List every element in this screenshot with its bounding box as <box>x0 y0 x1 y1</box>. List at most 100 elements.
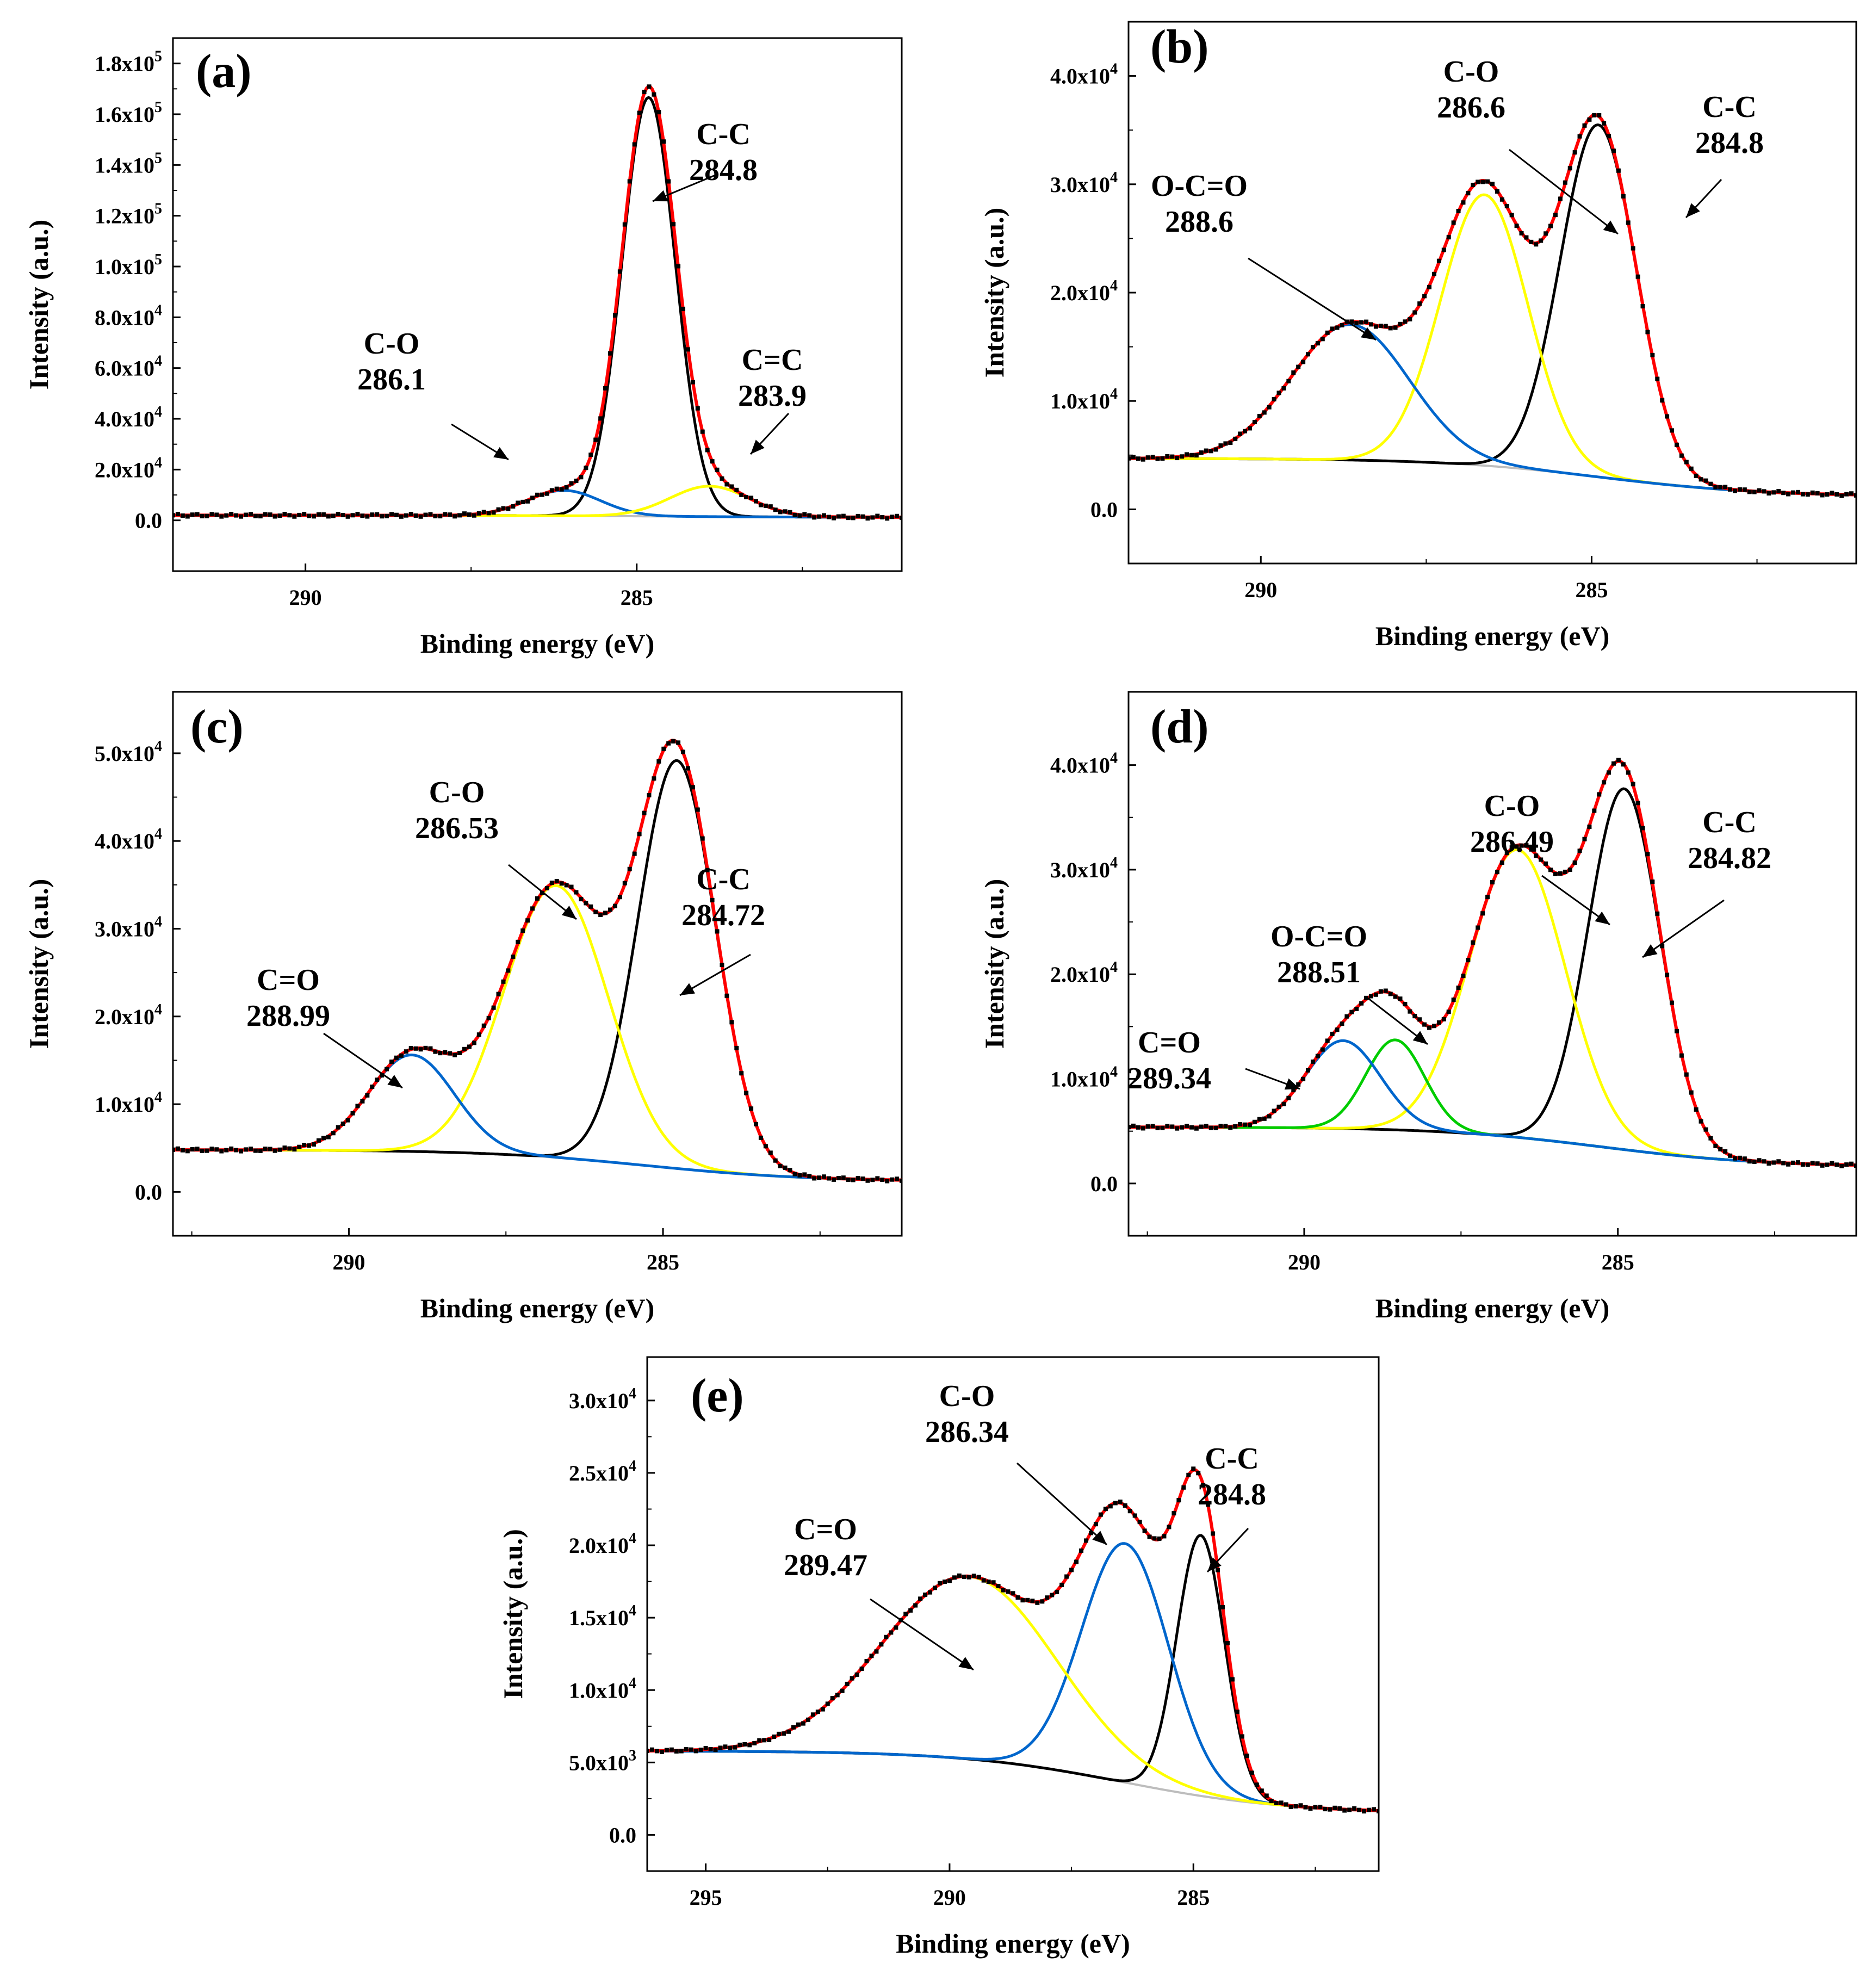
annotation-label: C-C 284.8 <box>689 117 758 187</box>
y-tick-label: 1.0x104 <box>569 1675 636 1702</box>
data-point <box>812 1176 817 1181</box>
y-tick-exponent: 4 <box>1110 277 1118 294</box>
data-point <box>486 511 491 516</box>
data-point <box>1001 1588 1006 1593</box>
y-tick-label: 2.5x104 <box>569 1458 636 1485</box>
data-point <box>676 264 681 269</box>
x-tick-label: 290 <box>1244 578 1277 602</box>
y-tick-mantissa: 4.0x10 <box>1050 753 1110 778</box>
data-point <box>1742 1156 1747 1161</box>
data-point <box>1194 453 1199 458</box>
data-point <box>1645 330 1650 335</box>
data-point <box>569 884 574 889</box>
data-point <box>175 512 180 517</box>
data-point <box>1466 958 1471 963</box>
data-point <box>438 1051 443 1056</box>
y-tick-exponent: 4 <box>154 1001 162 1018</box>
data-point <box>778 510 783 515</box>
data-point <box>689 1747 693 1752</box>
data-point <box>1766 1161 1771 1166</box>
data-point <box>1631 782 1635 786</box>
data-point <box>1839 493 1844 498</box>
data-point <box>1830 491 1834 496</box>
data-point <box>584 466 588 470</box>
data-point <box>1140 457 1145 462</box>
data-point <box>540 492 544 497</box>
data-point <box>180 1148 185 1153</box>
data-point <box>918 1596 923 1601</box>
data-point <box>1665 973 1670 977</box>
data-point <box>713 1748 718 1752</box>
data-point <box>195 512 200 517</box>
data-point <box>744 1091 749 1095</box>
data-point <box>413 1046 418 1051</box>
data-point <box>986 1580 991 1584</box>
data-point <box>1820 493 1825 498</box>
y-tick-exponent: 4 <box>154 454 162 471</box>
annotation-label: C-C 284.72 <box>681 863 765 932</box>
data-point <box>661 746 666 751</box>
data-point <box>1728 487 1733 492</box>
panel-label: (c) <box>190 701 244 753</box>
y-tick-mantissa: 2.0x10 <box>95 1005 154 1029</box>
y-tick-exponent: 4 <box>1110 386 1118 402</box>
data-point <box>588 453 593 457</box>
data-point <box>1558 871 1563 876</box>
data-point <box>747 1743 752 1748</box>
y-axis-title: Intensity (a.u.) <box>23 879 54 1049</box>
data-point <box>457 1050 462 1055</box>
data-point <box>229 512 234 517</box>
data-point <box>370 1085 375 1089</box>
data-point <box>1113 1501 1118 1506</box>
y-tick-mantissa: 1.6x10 <box>95 102 154 127</box>
annotation-value: 286.49 <box>1470 825 1554 859</box>
annotation-arrowhead <box>387 1075 402 1088</box>
data-point <box>389 512 394 517</box>
data-point <box>1129 456 1131 461</box>
data-point <box>728 1745 733 1750</box>
annotation-name: C-C <box>1702 90 1757 124</box>
data-point <box>1427 1025 1432 1030</box>
y-tick-exponent: 3 <box>629 1747 636 1764</box>
data-point <box>874 1649 879 1654</box>
data-point <box>1708 481 1713 486</box>
y-tick-label: 3.0x104 <box>569 1385 636 1413</box>
data-point <box>1747 490 1752 494</box>
data-point <box>1699 477 1703 482</box>
data-point <box>754 1122 758 1126</box>
data-point <box>1582 837 1587 841</box>
data-point <box>763 1144 768 1149</box>
data-point <box>185 1149 190 1154</box>
data-point <box>1175 456 1180 461</box>
data-point <box>1640 304 1645 309</box>
y-tick-exponent: 4 <box>154 404 162 420</box>
data-point <box>496 992 501 996</box>
annotation-label: C=O 288.99 <box>246 963 330 1033</box>
data-point <box>856 513 860 518</box>
annotation-value: 284.82 <box>1688 841 1771 875</box>
annotation-value: 284.8 <box>1695 126 1764 160</box>
panel-label: (d) <box>1150 701 1209 753</box>
y-tick-label: 5.0x103 <box>569 1747 636 1775</box>
data-point <box>1534 242 1539 247</box>
data-point <box>506 968 511 973</box>
data-point <box>472 1041 476 1045</box>
data-point <box>1160 1125 1165 1130</box>
data-point <box>287 1146 292 1151</box>
y-tick-label: 1.5x104 <box>569 1602 636 1630</box>
data-point <box>1252 1119 1257 1124</box>
chart-panel-b: 0.0 1.0x104 2.0x104 3.0x104 4.0x104 290 285 Bin… <box>949 0 1872 672</box>
y-tick-label: 3.0x104 <box>95 913 162 941</box>
data-point <box>1679 453 1684 458</box>
data-point <box>448 512 452 517</box>
data-point <box>1393 325 1398 330</box>
data-point <box>1239 1734 1244 1739</box>
y-tick-label: 5.0x104 <box>95 738 162 766</box>
data-point <box>491 510 496 515</box>
data-point <box>1244 1754 1249 1758</box>
data-point <box>1233 1124 1238 1129</box>
data-point <box>244 1147 248 1152</box>
curves-group <box>1129 113 1856 498</box>
data-point <box>608 907 612 912</box>
